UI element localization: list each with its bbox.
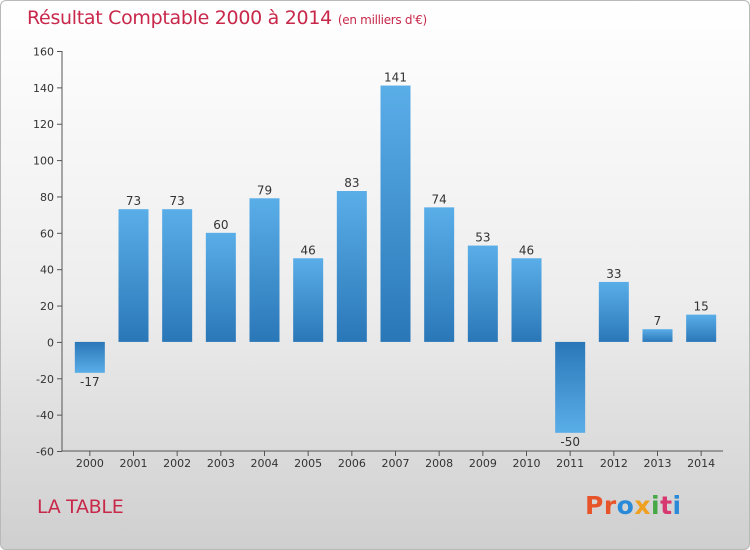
bar-2009 (467, 245, 498, 342)
y-tick-label: 140 (33, 82, 54, 95)
x-tick-label: 2010 (513, 457, 541, 470)
x-tick-label: 2003 (207, 457, 235, 470)
y-tick-label: 160 (33, 46, 54, 59)
data-label-2000: -17 (80, 375, 100, 389)
logo-letter: i (672, 491, 682, 520)
y-tick-label: 20 (40, 300, 54, 313)
y-tick-label: 40 (40, 264, 54, 277)
logo-letter: o (616, 491, 635, 520)
data-label-2008: 74 (432, 192, 447, 206)
proxiti-logo: Proxiti (585, 491, 682, 520)
data-label-2001: 73 (126, 194, 141, 208)
x-tick-label: 2000 (76, 457, 104, 470)
y-tick-label: 0 (47, 336, 54, 349)
y-tick-label: 100 (33, 155, 54, 168)
logo-letter: t (660, 491, 673, 520)
bar-2011 (555, 341, 586, 433)
bar-2007 (380, 85, 411, 342)
title-main: Résultat Comptable 2000 à 2014 (27, 7, 332, 29)
y-tick-label: -20 (36, 373, 54, 386)
y-tick-label: 80 (40, 191, 54, 204)
data-label-2006: 83 (344, 176, 359, 190)
data-label-2003: 60 (213, 218, 228, 232)
x-tick-label: 2011 (556, 457, 584, 470)
x-tick-label: 2013 (644, 457, 672, 470)
x-tick-label: 2014 (687, 457, 715, 470)
bar-2013 (642, 329, 673, 342)
logo-letter: x (634, 491, 651, 520)
data-label-2005: 46 (301, 243, 316, 257)
x-tick-label: 2007 (382, 457, 410, 470)
x-tick-label: 2006 (338, 457, 366, 470)
data-labels: -17 73 73 60 79 46 83 141 74 53 46 -50 33 7 15 (80, 71, 709, 449)
bar-2002 (162, 209, 193, 342)
data-label-2014: 15 (694, 300, 709, 314)
y-tick-label: -40 (36, 409, 54, 422)
chart-title: Résultat Comptable 2000 à 2014 (en millie… (27, 7, 427, 29)
commune-name: LA TABLE (37, 496, 124, 518)
y-tick-label: 60 (40, 227, 54, 240)
bar-2014 (686, 314, 717, 342)
data-label-2009: 53 (475, 231, 490, 245)
y-tick-label: 120 (33, 118, 54, 131)
bar-2008 (424, 207, 455, 342)
x-tick-label: 2002 (163, 457, 191, 470)
bar-2000 (74, 341, 105, 373)
x-tick-label: 2008 (425, 457, 453, 470)
bar-2003 (205, 232, 236, 342)
bar-2005 (293, 258, 324, 342)
bar-2012 (598, 281, 629, 342)
x-tick-label: 2009 (469, 457, 497, 470)
data-label-2007: 141 (384, 71, 407, 85)
bar-2010 (511, 258, 542, 342)
bar-2004 (249, 198, 280, 342)
x-tick-label: 2001 (120, 457, 148, 470)
title-unit: (en milliers d'€) (337, 13, 427, 27)
logo-letter: r (603, 491, 617, 520)
x-tick-label: 2012 (600, 457, 628, 470)
data-label-2012: 33 (606, 267, 621, 281)
bars (74, 85, 717, 433)
data-label-2002: 73 (170, 194, 185, 208)
data-label-2011: -50 (560, 435, 580, 449)
data-label-2013: 7 (654, 314, 662, 328)
logo-letter: P (585, 491, 604, 520)
data-label-2004: 79 (257, 183, 272, 197)
y-tick-label: -60 (36, 446, 54, 459)
bar-2001 (118, 209, 149, 342)
x-tick-label: 2004 (251, 457, 279, 470)
axes: -60 -40 -20 0 20 40 60 80 100 120 140 160 2000 2001 20… (33, 46, 723, 470)
logo-letter: i (651, 491, 661, 520)
x-tick-label: 2005 (294, 457, 322, 470)
data-label-2010: 46 (519, 243, 534, 257)
bar-2006 (336, 191, 367, 342)
